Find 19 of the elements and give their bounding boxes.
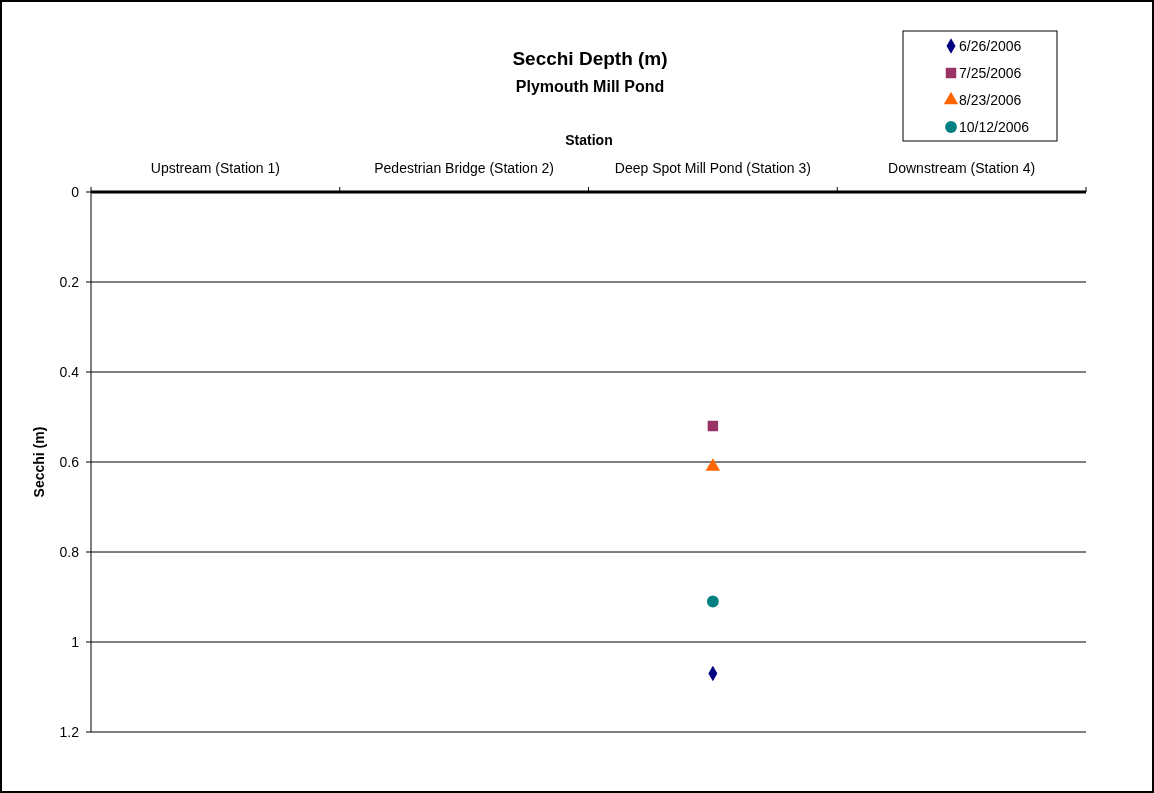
legend-label: 6/26/2006	[959, 37, 1022, 54]
x-axis-title: Station	[565, 132, 613, 148]
y-axis-title: Secchi (m)	[31, 426, 47, 498]
legend-label: 7/25/2006	[959, 64, 1022, 81]
x-tick-label: Downstream (Station 4)	[888, 160, 1036, 176]
y-tick-label: 0.8	[59, 543, 80, 560]
y-tick-label: 1	[71, 633, 80, 650]
legend-label: 8/23/2006	[959, 91, 1022, 108]
x-tick-label: Deep Spot Mill Pond (Station 3)	[614, 160, 811, 176]
y-tick-label: 0.2	[59, 273, 80, 290]
chart-subtitle: Plymouth Mill Pond	[515, 78, 665, 95]
y-tick-label: 1.2	[59, 723, 80, 740]
chart-title: Secchi Depth (m)	[512, 48, 668, 69]
y-tick-label: 0	[71, 183, 80, 200]
y-tick-label: 0.4	[59, 363, 80, 380]
y-tick-label: 0.6	[59, 453, 80, 470]
legend-label: 10/12/2006	[959, 118, 1030, 135]
x-tick-label: Upstream (Station 1)	[150, 160, 280, 176]
x-tick-label: Pedestrian Bridge (Station 2)	[374, 160, 555, 176]
